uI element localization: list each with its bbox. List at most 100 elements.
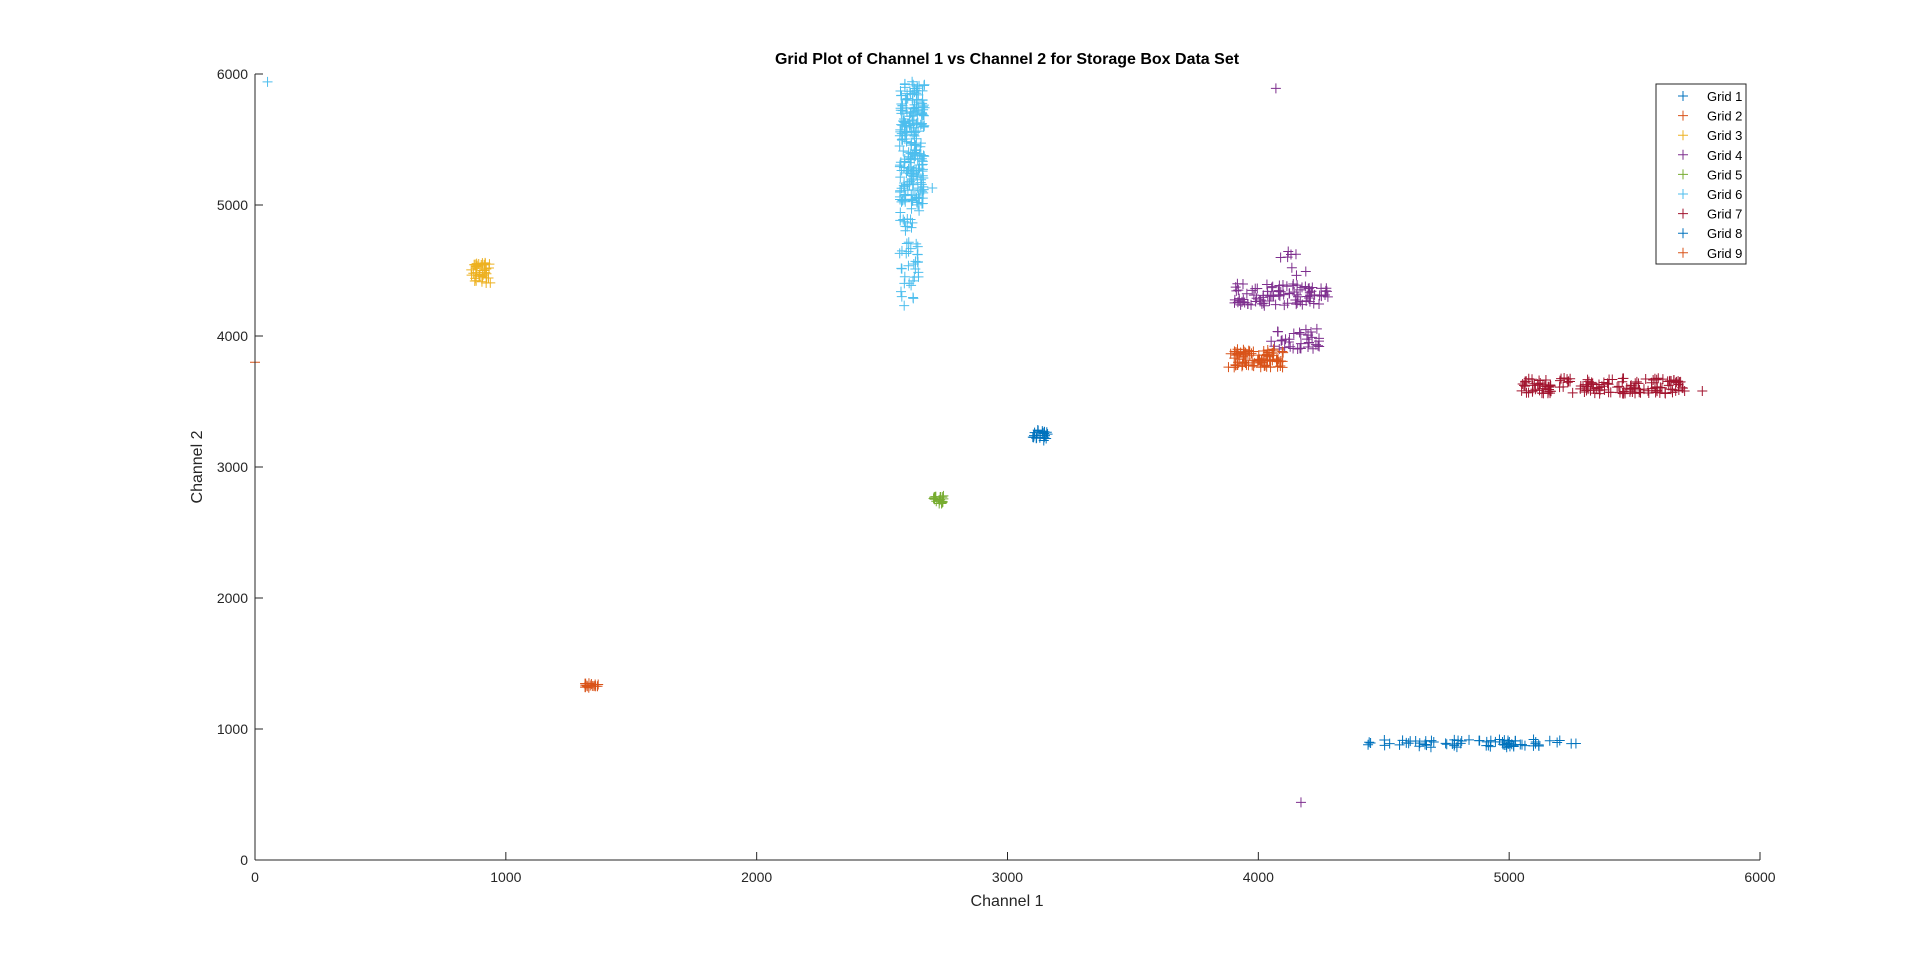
data-point xyxy=(1558,381,1569,392)
data-point xyxy=(918,100,929,111)
legend-label: Grid 7 xyxy=(1707,207,1742,222)
data-point xyxy=(1237,279,1248,290)
data-point xyxy=(1516,385,1527,396)
data-point xyxy=(1364,737,1375,748)
data-point xyxy=(1288,328,1299,339)
data-point xyxy=(1270,299,1281,310)
data-point xyxy=(1267,281,1278,292)
data-point xyxy=(1401,737,1412,748)
data-point xyxy=(470,259,481,270)
data-point xyxy=(906,190,917,201)
data-point xyxy=(1250,296,1261,307)
data-point xyxy=(1535,378,1546,389)
data-point xyxy=(911,197,922,208)
legend-label: Grid 5 xyxy=(1707,167,1742,182)
data-point xyxy=(918,110,929,121)
data-point xyxy=(1532,378,1543,389)
data-point xyxy=(918,187,929,198)
data-point xyxy=(1300,281,1311,292)
data-point xyxy=(1240,353,1251,364)
data-point xyxy=(1629,382,1640,393)
data-point xyxy=(469,276,480,287)
data-point xyxy=(1631,376,1642,387)
data-point xyxy=(1440,738,1451,749)
data-point xyxy=(472,260,483,271)
data-point xyxy=(905,107,916,118)
data-point xyxy=(1314,333,1325,344)
data-point xyxy=(1041,433,1052,444)
data-point xyxy=(1038,435,1049,446)
data-point xyxy=(1314,290,1325,301)
data-point xyxy=(896,99,907,110)
data-point xyxy=(1320,285,1331,296)
data-point xyxy=(903,237,914,248)
data-point xyxy=(1421,740,1432,751)
legend-label: Grid 3 xyxy=(1707,128,1742,143)
data-point xyxy=(1314,299,1325,310)
data-point xyxy=(1028,430,1039,441)
data-point xyxy=(1235,299,1246,310)
data-point xyxy=(481,263,492,274)
data-point xyxy=(1675,376,1686,387)
data-point xyxy=(1291,299,1302,310)
data-point xyxy=(910,106,921,117)
data-point xyxy=(1510,735,1521,746)
data-point xyxy=(1697,386,1708,397)
data-point xyxy=(902,93,913,104)
data-point xyxy=(1521,387,1532,398)
legend-marker xyxy=(1678,91,1688,101)
series-grid-8 xyxy=(1027,425,1053,446)
data-point xyxy=(1504,741,1515,752)
data-point xyxy=(1259,350,1270,361)
x-tick-label: 6000 xyxy=(1744,869,1775,885)
data-point xyxy=(1304,337,1315,348)
data-point xyxy=(1651,374,1662,385)
data-point xyxy=(1519,740,1530,751)
data-point xyxy=(1277,362,1288,373)
data-point xyxy=(1559,372,1570,383)
data-point xyxy=(1428,736,1439,747)
data-point xyxy=(474,270,485,281)
legend-marker xyxy=(1678,208,1688,219)
data-point xyxy=(1581,379,1591,390)
data-point xyxy=(1252,356,1263,367)
data-point xyxy=(1583,384,1594,395)
data-point xyxy=(1277,335,1288,346)
data-point xyxy=(581,680,592,691)
data-point xyxy=(1594,388,1605,399)
data-point xyxy=(918,173,929,184)
data-point xyxy=(1586,377,1597,388)
legend-marker xyxy=(1678,130,1688,141)
y-tick-label: 1000 xyxy=(217,721,248,737)
data-point xyxy=(1593,379,1604,390)
data-point xyxy=(1530,736,1541,747)
data-point xyxy=(1042,429,1053,440)
data-point xyxy=(1291,270,1302,281)
legend-label: Grid 6 xyxy=(1707,187,1742,202)
data-point xyxy=(1617,373,1628,384)
data-point xyxy=(1679,386,1690,397)
data-point xyxy=(896,291,907,302)
data-point xyxy=(1662,376,1673,387)
data-point xyxy=(1540,381,1551,392)
data-point xyxy=(1232,344,1243,355)
data-point xyxy=(1485,735,1496,746)
x-tick-label: 2000 xyxy=(741,869,772,885)
data-point xyxy=(476,276,487,287)
legend-marker xyxy=(1678,228,1688,239)
data-point xyxy=(1474,735,1485,746)
data-point xyxy=(1283,337,1294,348)
data-point xyxy=(262,76,273,87)
data-point xyxy=(907,95,918,106)
data-point xyxy=(1363,739,1374,750)
data-point xyxy=(1266,282,1277,293)
data-point xyxy=(894,248,905,259)
data-point xyxy=(1449,740,1460,751)
data-point xyxy=(1238,294,1249,305)
data-point xyxy=(1248,290,1259,301)
data-point xyxy=(1234,295,1245,306)
series-grid-7 xyxy=(1516,372,1708,399)
data-point xyxy=(1567,387,1578,398)
data-point xyxy=(1604,374,1615,385)
